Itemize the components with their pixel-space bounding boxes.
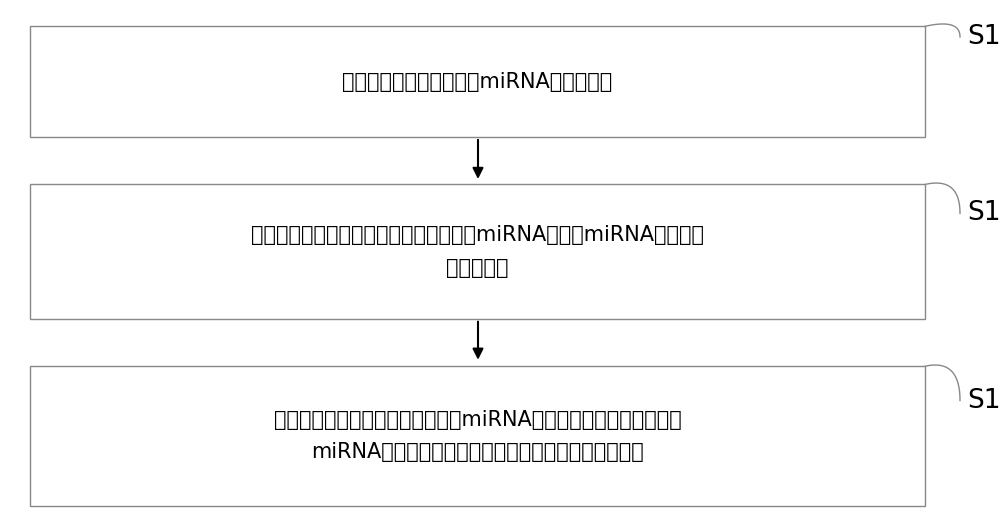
FancyBboxPatch shape — [30, 184, 925, 319]
Text: 利用统计检验方法选出与多种癌症相关的miRNA。度量miRNA之间的皮
尔森相关性: 利用统计检验方法选出与多种癌症相关的miRNA。度量miRNA之间的皮 尔森相关… — [251, 225, 704, 278]
FancyBboxPatch shape — [30, 26, 925, 137]
FancyBboxPatch shape — [30, 366, 925, 506]
Text: S103: S103 — [967, 387, 1000, 414]
Text: 分析网络中重要调控因子miRNA的表达数据: 分析网络中重要调控因子miRNA的表达数据 — [342, 72, 613, 92]
Text: S101: S101 — [967, 24, 1000, 50]
Text: S102: S102 — [967, 200, 1000, 227]
Text: 根据相关性和可调控癌症的数量对miRNA进行排序，筛选出强相关的
miRNA，获取其靶基因以及靶基因之间的相互作用关系: 根据相关性和可调控癌症的数量对miRNA进行排序，筛选出强相关的 miRNA，获… — [274, 409, 681, 463]
